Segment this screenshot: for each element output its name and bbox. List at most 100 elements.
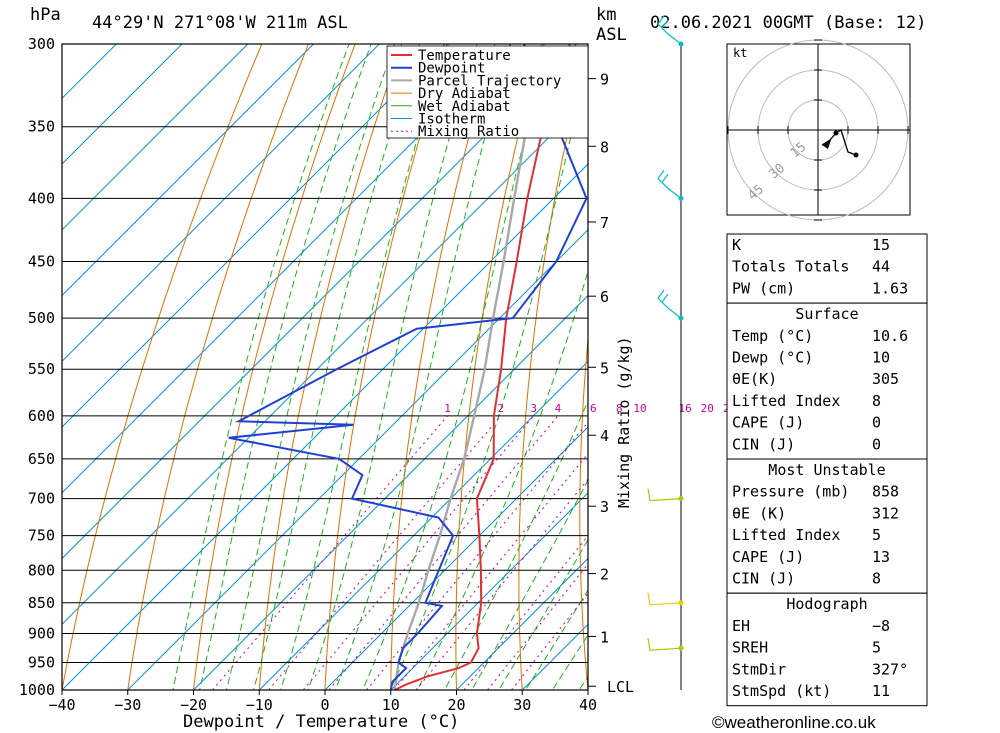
most-unstable-table-row-value: 8: [872, 570, 881, 588]
temperature-line: [394, 44, 571, 690]
hodograph-table-frame: [726, 592, 928, 707]
wind-barb-staff: [657, 177, 682, 199]
surface-table-row-value: 10: [872, 349, 890, 367]
pressure-label-350: 350: [28, 118, 55, 136]
isotherm-line: [62, 44, 446, 428]
surface-table-row-value: 8: [872, 392, 881, 410]
isotherm-line: [455, 557, 588, 690]
indices-table-row-label: PW (cm): [732, 279, 795, 297]
km-label-6: 6: [600, 288, 609, 306]
background-lines: [0, 7, 588, 716]
plot-frame: [61, 43, 589, 691]
x-tick-label: −10: [246, 696, 273, 714]
wind-barb-feather: [657, 15, 665, 25]
wind-barbs: [647, 15, 684, 690]
wet-adiabat-line: [444, 399, 588, 690]
mixing-ratio-line: [303, 415, 535, 690]
dry-adiabat-line: [62, 44, 263, 690]
km-label-1: 1: [600, 628, 609, 646]
location-title: 44°29'N 271°08'W 211m ASL: [92, 13, 348, 33]
mixing-ratio-label-3: 3: [530, 402, 537, 415]
wind-barb-dot: [678, 645, 684, 651]
surface-table-row-label: CIN (J): [732, 435, 795, 453]
isotherm-line: [324, 426, 588, 690]
dry-adiabat-line: [192, 44, 356, 690]
hodograph-table-row-label: EH: [732, 617, 750, 635]
dry-adiabat-line: [127, 44, 309, 690]
height-axis-labels: 9 8 7 6 5 4 3 2 1 LCL: [588, 71, 634, 696]
hodograph-table-row-value: 11: [872, 682, 890, 700]
pressure-label-1000: 1000: [19, 681, 55, 699]
km-label-4: 4: [600, 427, 609, 445]
pressure-label-450: 450: [28, 253, 55, 271]
most-unstable-table-row-label: CAPE (J): [732, 548, 804, 566]
pressure-label-500: 500: [28, 309, 55, 327]
mixing-ratio-label-4: 4: [555, 402, 562, 415]
legend-label-1: Dewpoint: [418, 61, 485, 77]
wet-adiabat-line: [471, 479, 588, 690]
mixing-ratio-label-10: 10: [633, 402, 646, 415]
mixing-ratio-line: [393, 452, 588, 690]
pressure-label-400: 400: [28, 189, 55, 207]
hodograph-table-row-label: StmDir: [732, 660, 786, 678]
wet-adiabat-line: [280, 44, 448, 690]
asl-label: ASL: [596, 25, 627, 45]
wet-adiabat-line: [307, 44, 478, 690]
most-unstable-table-row-value: 13: [872, 548, 890, 566]
wind-barb-dot: [678, 600, 684, 606]
wind-barb-300: [657, 15, 684, 47]
mixing-ratio-axis-title: Mixing Ratio (g/kg): [615, 336, 633, 508]
km-label-9: 9: [600, 71, 609, 89]
wind-barb-feather: [661, 174, 669, 183]
most-unstable-table-row-value: 312: [872, 504, 899, 522]
wind-barb-feather: [657, 170, 665, 179]
most-unstable-table: Most Unstable Pressure (mb) 858 θE (K) 312 Li…: [726, 458, 928, 594]
hodograph-table: Hodograph EH −8 SREH 5 StmDir 327° StmSpd (kt) 1…: [726, 592, 928, 707]
parcel-trajectory-line: [393, 44, 545, 690]
wind-barb-feather: [661, 19, 669, 29]
dry-adiabat-line: [518, 44, 588, 690]
wet-adiabat-line: [225, 44, 395, 690]
km-label-5: 5: [600, 359, 609, 377]
copyright: ©weatheronline.co.uk: [712, 713, 876, 732]
x-tick-label: 10: [382, 696, 400, 714]
isotherm-line: [62, 44, 381, 363]
legend-box: [386, 45, 589, 139]
surface-table-row-label: θE(K): [732, 370, 777, 388]
surface-table-row-value: 0: [872, 435, 881, 453]
wind-barb-500: [657, 289, 684, 321]
km-label-8: 8: [600, 138, 609, 156]
hodograph-table-title: Hodograph: [786, 595, 867, 613]
most-unstable-table-row-value: 858: [872, 483, 899, 501]
wind-barb-feather: [657, 289, 665, 299]
pressure-axis-labels: 300 350 400 450 500 550 600 650 700 750 800 850 900 9…: [19, 35, 55, 699]
wet-adiabat-line: [334, 44, 512, 690]
wind-barb-staff: [647, 638, 682, 651]
most-unstable-table-row-label: θE (K): [732, 504, 786, 522]
wind-barb-400: [657, 170, 684, 201]
most-unstable-table-row-label: CIN (J): [732, 570, 795, 588]
surface-table-row-label: CAPE (J): [732, 414, 804, 432]
wind-barb-925: [647, 638, 684, 651]
isotherm-line: [0, 7, 22, 716]
pressure-label-900: 900: [28, 624, 55, 642]
mixing-ratio-line: [268, 415, 502, 690]
wet-adiabat-line: [416, 269, 588, 690]
surface-table-title: Surface: [795, 305, 858, 323]
wind-barb-staff: [647, 488, 682, 502]
hodograph-point: [853, 152, 859, 158]
mixing-ratio-label-16: 16: [678, 402, 691, 415]
mixing-ratio-label-2: 2: [497, 402, 504, 415]
hodograph-point: [833, 130, 839, 136]
wind-barb-staff: [657, 23, 682, 45]
wind-barb-feather: [661, 293, 669, 303]
x-tick-label: −30: [114, 696, 141, 714]
legend-label-2: Parcel Trajectory: [418, 73, 561, 89]
pressure-label-700: 700: [28, 490, 55, 508]
hodograph-table-row-value: 5: [872, 639, 881, 657]
wet-adiabat-line: [362, 44, 550, 690]
hodograph-unit: kt: [733, 46, 747, 60]
isotherm-line: [62, 163, 588, 690]
wet-adiabat-line: [199, 44, 372, 690]
